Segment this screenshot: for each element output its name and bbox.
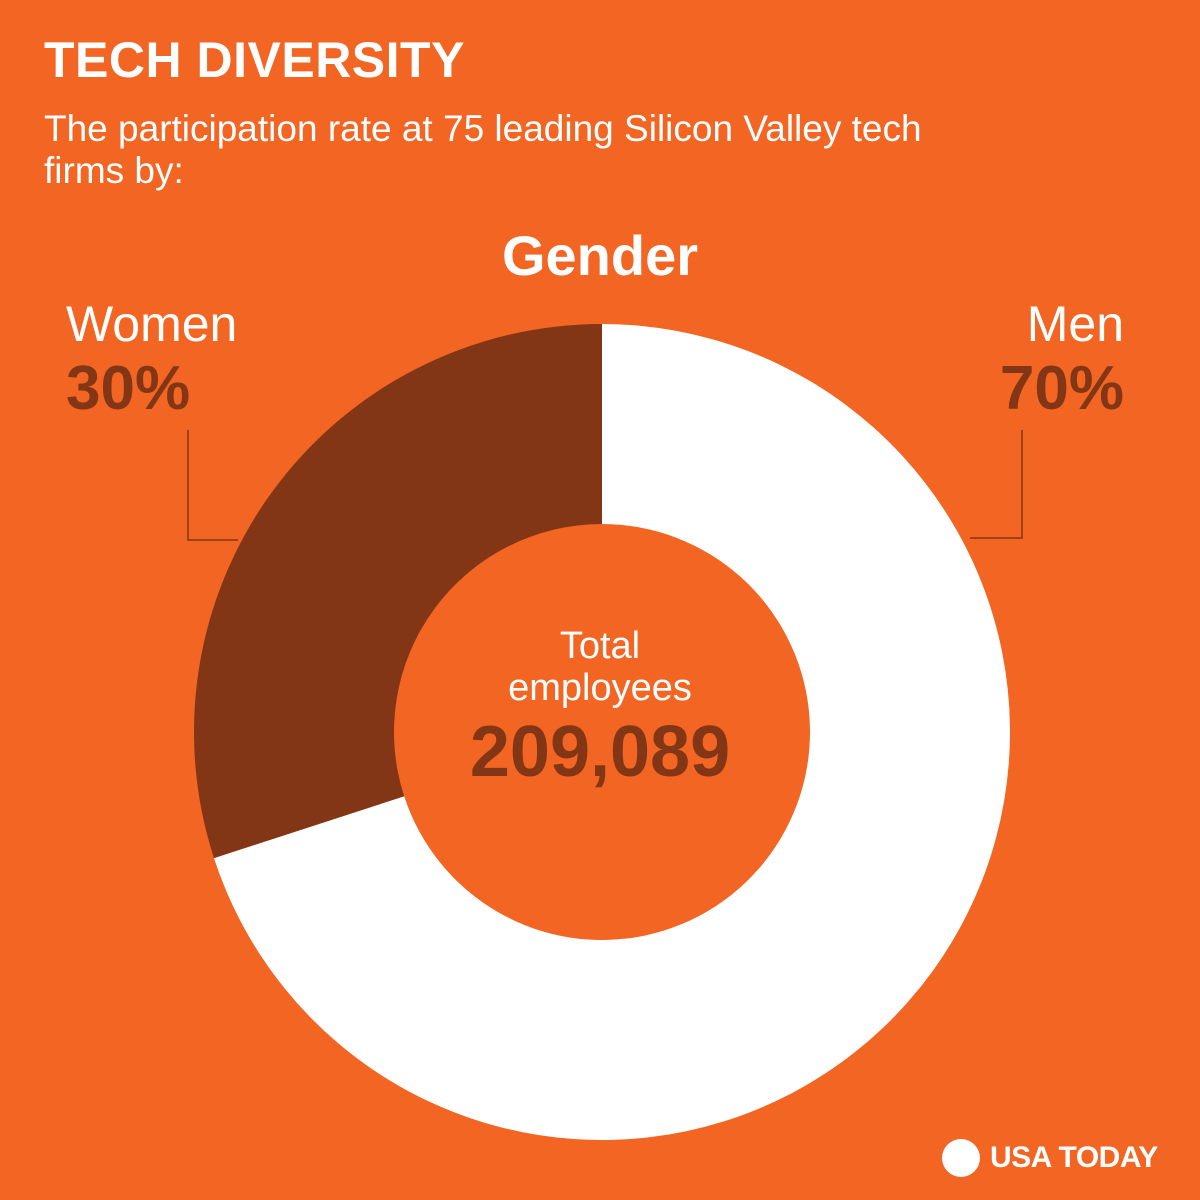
- legend-label-men: Men: [1026, 296, 1124, 352]
- page-title: TECH DIVERSITY: [44, 32, 465, 88]
- page-subtitle: The participation rate at 75 leading Sil…: [44, 108, 922, 191]
- data-label-men: 70%: [999, 354, 1124, 423]
- center-label-line1: Total: [559, 625, 641, 667]
- center-label-line2: employees: [508, 667, 692, 709]
- leader-line-men: [970, 430, 1023, 539]
- chart-title: Gender: [501, 224, 699, 287]
- data-label-women: 30%: [66, 354, 191, 423]
- leader-line-women: [187, 430, 238, 541]
- logo-text: USA TODAY: [990, 1141, 1158, 1174]
- donut-slice-men: [213, 324, 1011, 1140]
- donut-slice-women: [193, 324, 602, 859]
- usa-today-logo: USA TODAY: [942, 1138, 1158, 1178]
- logo-dot-icon: [942, 1139, 980, 1177]
- total-employees-value: 209,089: [469, 712, 731, 792]
- legend-label-women: Women: [66, 296, 238, 352]
